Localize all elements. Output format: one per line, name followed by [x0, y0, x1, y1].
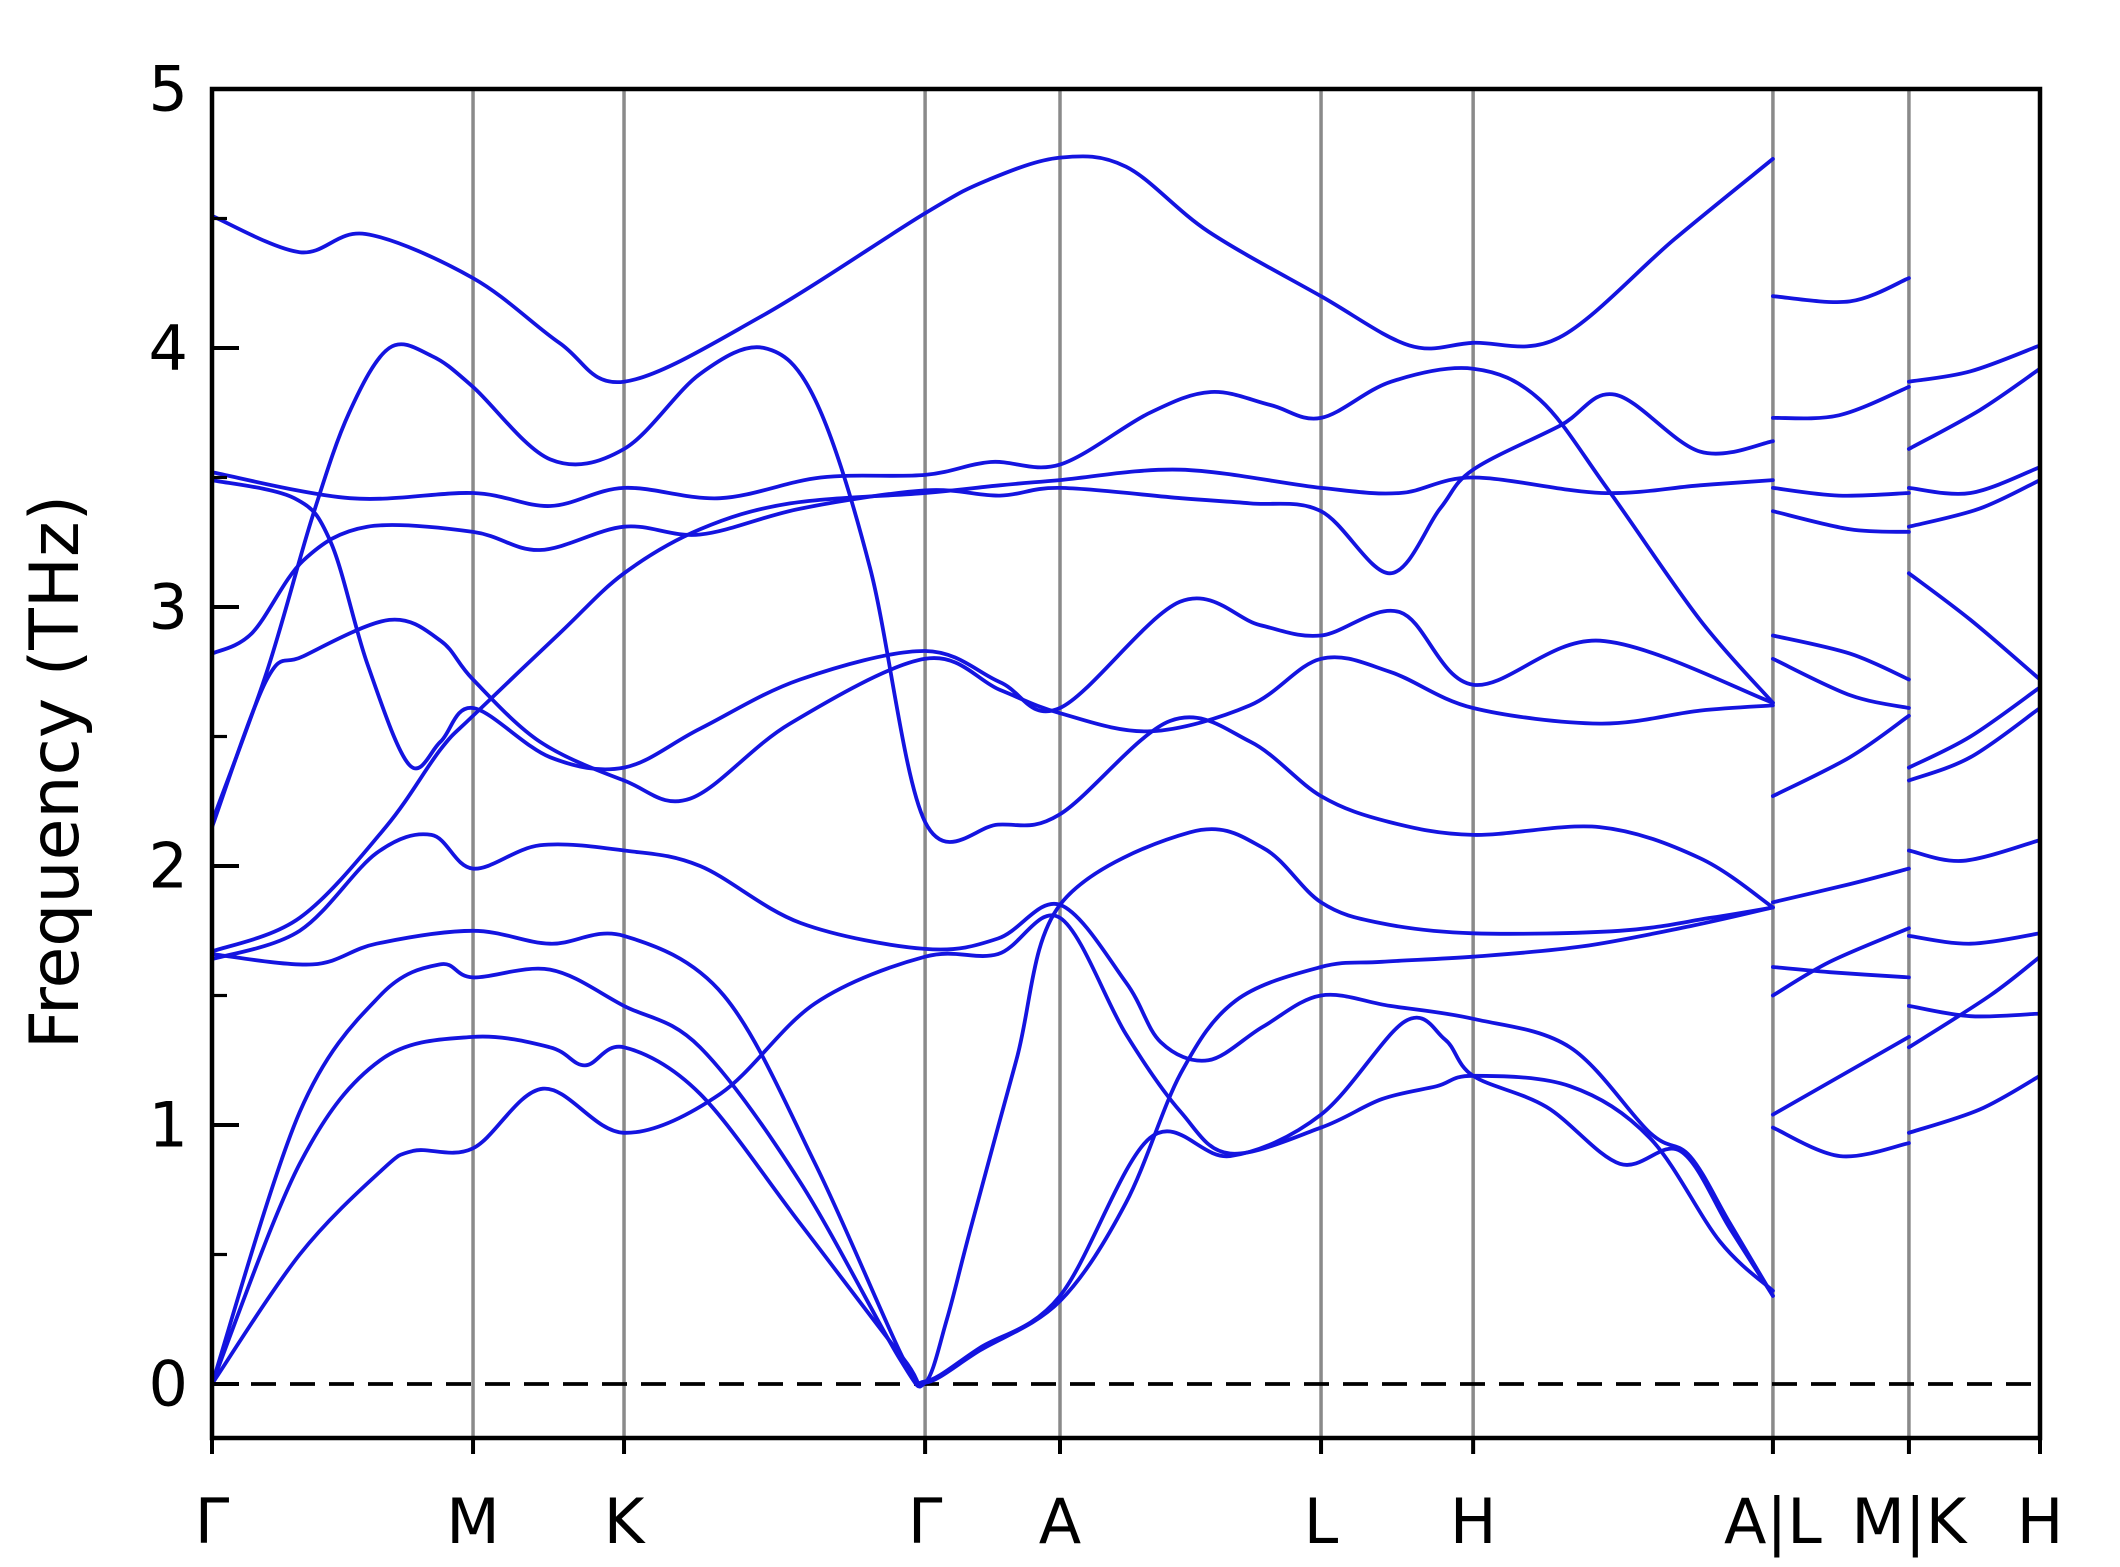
- band-22: [1771, 926, 1911, 998]
- band-30: [1907, 685, 2042, 770]
- band-11: [210, 905, 1775, 1386]
- band-05: [210, 478, 1775, 772]
- band-33: [1907, 931, 2042, 946]
- band-07: [210, 467, 1775, 954]
- band-32: [1907, 838, 2042, 863]
- band-34: [1907, 1004, 2042, 1019]
- x-tick-label-1: M: [446, 1485, 500, 1558]
- y-tick-label-1: 1: [149, 1089, 188, 1162]
- band-06: [210, 617, 1775, 829]
- band-01: [210, 154, 1775, 385]
- x-tick-label-3: Γ: [908, 1485, 943, 1558]
- band-29: [1907, 571, 2042, 682]
- band-36: [1907, 1073, 2042, 1135]
- x-tick-label-6: H: [1450, 1485, 1497, 1558]
- y-tick-label-4: 4: [149, 312, 188, 385]
- y-tick-label-2: 2: [149, 830, 188, 903]
- band-08: [210, 928, 1775, 1387]
- band-16: [1771, 509, 1911, 534]
- x-tick-label-0: Γ: [195, 1485, 230, 1558]
- band-09: [210, 832, 1775, 1298]
- band-31: [1907, 706, 2042, 783]
- band-02: [210, 342, 1775, 910]
- band-27: [1907, 465, 2042, 496]
- band-14: [1771, 385, 1911, 421]
- band-15: [1771, 486, 1911, 498]
- tick-labels-layer: 0 1 2 3 4 5 Γ M K Γ A L H A|L M|K H: [149, 53, 2064, 1560]
- band-23: [1771, 1035, 1911, 1117]
- band-35: [1907, 954, 2042, 1050]
- band-03: [210, 366, 1775, 705]
- band-curves-layer: [210, 154, 2042, 1389]
- band-20: [1771, 866, 1911, 905]
- band-25: [1907, 343, 2042, 384]
- band-18: [1771, 656, 1911, 710]
- x-tick-label-2: K: [604, 1485, 646, 1558]
- x-tick-label-4: A: [1039, 1485, 1081, 1558]
- y-axis-title: Frequency (THz): [16, 495, 95, 1049]
- gridlines-layer: [471, 89, 1911, 1438]
- band-21: [1771, 965, 1911, 980]
- band-26: [1907, 366, 2042, 451]
- band-19: [1771, 713, 1911, 798]
- y-tick-label-0: 0: [149, 1348, 188, 1421]
- y-tick-label-3: 3: [149, 571, 188, 644]
- band-13: [1771, 276, 1911, 304]
- band-17: [1771, 633, 1911, 682]
- band-28: [1907, 478, 2042, 529]
- band-12: [210, 913, 1775, 1386]
- x-tick-label-7: A|L: [1724, 1485, 1822, 1559]
- x-tick-label-5: L: [1304, 1485, 1339, 1558]
- ticks-layer: [210, 87, 2042, 1454]
- x-tick-label-8: M|K: [1851, 1485, 1967, 1559]
- band-24: [1771, 1125, 1911, 1159]
- y-tick-label-5: 5: [149, 53, 188, 126]
- x-tick-label-9: H: [2017, 1485, 2064, 1558]
- axes-frame-layer: [209, 86, 2043, 1441]
- plot-frame: [209, 86, 2043, 1441]
- band-04: [210, 392, 1775, 656]
- band-10: [210, 827, 1775, 1389]
